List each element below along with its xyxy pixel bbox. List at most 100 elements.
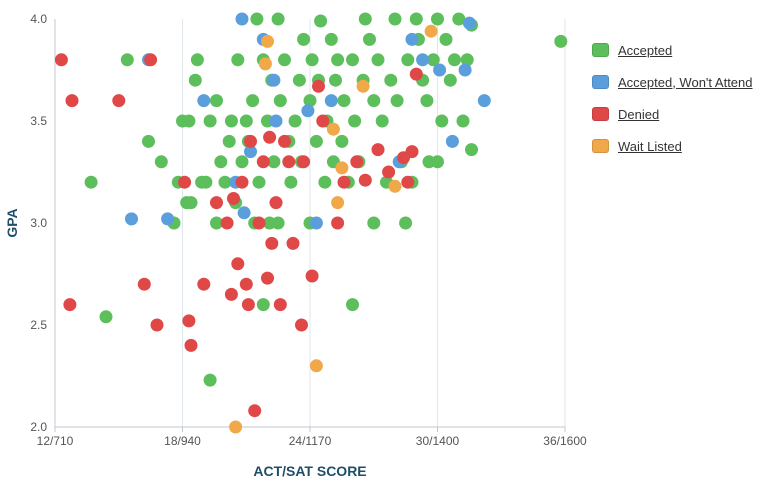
legend-item[interactable]: Accepted, Won't Attend [592, 66, 753, 98]
legend-label[interactable]: Denied [618, 106, 660, 122]
series-1 [125, 12, 491, 230]
legend-label[interactable]: Accepted, Won't Attend [618, 74, 753, 90]
data-point [197, 277, 211, 291]
data-point [390, 94, 404, 108]
legend-item[interactable]: Denied [592, 98, 753, 130]
data-point [112, 94, 126, 108]
data-point [350, 155, 364, 169]
data-point [452, 12, 466, 26]
data-point [318, 175, 332, 189]
data-point [184, 196, 198, 210]
data-point [346, 298, 359, 312]
data-point [433, 63, 447, 77]
y-tick-label: 4.0 [30, 12, 47, 26]
data-point [237, 206, 251, 220]
data-point [261, 34, 274, 48]
data-point [84, 175, 98, 189]
data-point [184, 338, 198, 352]
legend-swatch [592, 139, 609, 153]
data-point [329, 73, 342, 87]
data-point [465, 143, 478, 157]
legend-label[interactable]: Wait Listed [618, 138, 682, 154]
series-3 [229, 24, 438, 434]
data-point [554, 34, 568, 48]
data-points [54, 12, 568, 434]
data-point [271, 216, 285, 230]
data-point [224, 287, 238, 301]
data-point [271, 12, 285, 26]
data-point [142, 134, 155, 148]
data-point [218, 175, 232, 189]
data-point [248, 404, 262, 418]
data-point [252, 175, 266, 189]
data-point [456, 114, 470, 128]
data-point [256, 298, 270, 312]
data-point [356, 79, 370, 93]
data-point [371, 53, 385, 67]
data-point [448, 53, 461, 67]
data-point [348, 114, 362, 128]
data-point [303, 94, 317, 108]
data-point [210, 94, 223, 108]
data-point [144, 53, 158, 67]
data-point [244, 145, 257, 159]
legend-label[interactable]: Accepted [618, 42, 673, 58]
data-point [337, 94, 351, 108]
legend-swatch [592, 107, 609, 121]
data-point [331, 216, 345, 230]
data-point [367, 94, 381, 108]
data-point [265, 236, 279, 250]
data-point [244, 134, 257, 148]
legend-item[interactable]: Accepted [592, 34, 753, 66]
data-point [424, 24, 438, 38]
data-point [199, 175, 213, 189]
data-point [337, 175, 351, 189]
data-point [282, 155, 296, 169]
data-point [222, 134, 236, 148]
data-point [210, 196, 223, 210]
y-tick-label: 2.0 [30, 420, 47, 434]
data-point [443, 73, 457, 87]
data-point [235, 155, 249, 169]
data-point [388, 12, 402, 26]
data-point [178, 175, 192, 189]
data-point [286, 236, 300, 250]
data-point [224, 114, 238, 128]
data-point [267, 73, 281, 87]
data-point [335, 161, 349, 175]
data-point [258, 57, 272, 71]
data-point [431, 12, 444, 26]
data-point [405, 32, 419, 46]
x-tick-label: 18/940 [164, 434, 201, 448]
data-point [297, 155, 311, 169]
legend-item[interactable]: Wait Listed [592, 130, 753, 162]
data-point [371, 143, 385, 157]
data-point [137, 277, 151, 291]
data-point [125, 212, 138, 226]
data-point [312, 79, 325, 93]
data-point [367, 216, 381, 230]
data-point [477, 94, 491, 108]
data-point [210, 216, 223, 230]
data-point [273, 298, 287, 312]
data-point [384, 73, 398, 87]
data-point [309, 359, 323, 373]
data-point [416, 53, 430, 67]
data-point [445, 134, 459, 148]
data-point [358, 173, 372, 187]
data-point [250, 12, 264, 26]
data-point [214, 155, 228, 169]
data-point [65, 94, 79, 108]
data-point [203, 373, 217, 387]
data-point [346, 53, 359, 67]
data-point [267, 155, 281, 169]
data-point [314, 14, 328, 28]
data-point [460, 53, 474, 67]
data-point [161, 212, 175, 226]
data-point [120, 53, 134, 67]
data-point [375, 114, 389, 128]
data-point [458, 63, 472, 77]
data-point [246, 94, 260, 108]
y-tick-label: 3.5 [30, 114, 47, 128]
